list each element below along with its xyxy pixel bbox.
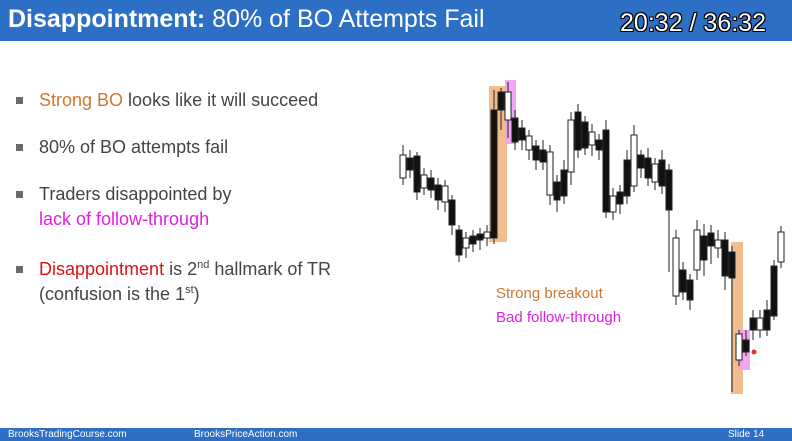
slide-title-rest: 80% of BO Attempts Fail bbox=[205, 5, 485, 33]
candle-body bbox=[644, 157, 652, 179]
bullet-1-highlight: Strong BO bbox=[39, 90, 124, 110]
bullet-3-highlight: lack of follow-through bbox=[39, 209, 210, 229]
candle-body bbox=[658, 159, 666, 187]
candle-body bbox=[672, 237, 680, 297]
bad-follow-through-label: Bad follow-through bbox=[496, 309, 622, 326]
candle-body bbox=[476, 233, 484, 241]
footer-center-site: BrooksPriceAction.com bbox=[194, 429, 298, 440]
candle-body bbox=[763, 309, 771, 331]
bullet-square-icon bbox=[16, 144, 23, 151]
candle-body bbox=[504, 91, 512, 121]
bullet-2-text: 80% of BO attempts fail bbox=[39, 137, 229, 157]
candle-body bbox=[770, 265, 778, 317]
candle-body bbox=[448, 199, 456, 226]
candle-body bbox=[714, 239, 722, 249]
title-bar: Disappointment: 80% of BO Attempts Fail … bbox=[0, 0, 792, 41]
candle-body bbox=[588, 131, 596, 146]
candle-body bbox=[413, 155, 421, 193]
candle-body bbox=[616, 191, 624, 205]
candle-body bbox=[574, 111, 582, 151]
candle-body bbox=[420, 174, 428, 189]
candle-body bbox=[693, 229, 701, 271]
bullet-square-icon bbox=[16, 191, 23, 198]
candle-body bbox=[455, 229, 463, 256]
candle-body bbox=[518, 127, 526, 141]
candle-body bbox=[483, 231, 491, 239]
candle-body bbox=[679, 269, 687, 293]
candle-body bbox=[553, 181, 561, 201]
candle-body bbox=[546, 151, 554, 196]
bullet-4-highlight: Disappointment bbox=[39, 259, 165, 279]
candle-body bbox=[735, 333, 743, 361]
candle-body bbox=[665, 169, 673, 211]
footer-bar: BrooksTradingCourse.com BrooksPriceActio… bbox=[0, 428, 792, 441]
candle-body bbox=[623, 159, 631, 197]
footer-left-site: BrooksTradingCourse.com bbox=[8, 429, 127, 440]
slide-title-bold: Disappointment: bbox=[8, 5, 206, 33]
candle-body bbox=[511, 117, 519, 143]
candle-body bbox=[490, 109, 498, 239]
candle-body bbox=[707, 232, 715, 247]
bullet-3-text: Traders disappointed by bbox=[39, 184, 232, 204]
candle-body bbox=[609, 195, 617, 213]
candle-body bbox=[441, 185, 449, 203]
candle-body bbox=[532, 145, 540, 161]
slide-number: Slide 14 bbox=[728, 429, 765, 440]
candle-body bbox=[560, 169, 568, 197]
strong-breakout-label: Strong breakout bbox=[496, 285, 603, 302]
candle-body bbox=[427, 177, 435, 191]
playback-timer: 20:32 / 36:32 bbox=[620, 9, 766, 37]
candle-body bbox=[462, 237, 470, 249]
candle-body bbox=[406, 157, 414, 171]
candle-body bbox=[602, 129, 610, 213]
candle-body bbox=[539, 149, 547, 163]
bullet-1-text: looks like it will succeed bbox=[123, 90, 319, 110]
candle-body bbox=[581, 121, 589, 149]
candle-body bbox=[700, 235, 708, 261]
candle-body bbox=[756, 317, 764, 331]
candle-body bbox=[637, 154, 645, 169]
candle-body bbox=[469, 235, 477, 245]
candle-body bbox=[686, 279, 694, 301]
candles bbox=[399, 82, 785, 392]
candle-body bbox=[742, 339, 750, 353]
candle-body bbox=[630, 134, 638, 187]
signal-dot bbox=[751, 349, 757, 355]
candle-body bbox=[434, 184, 442, 201]
bullet-square-icon bbox=[16, 266, 23, 273]
candle-body bbox=[721, 239, 729, 277]
bullet-square-icon bbox=[16, 97, 23, 104]
candle-body bbox=[497, 91, 505, 111]
candle-body bbox=[749, 317, 757, 331]
candle-body bbox=[777, 231, 785, 263]
candle-body bbox=[728, 251, 736, 279]
candle-body bbox=[399, 154, 407, 179]
slide-title: Disappointment: 80% of BO Attempts Fail bbox=[8, 4, 485, 34]
candle-body bbox=[651, 163, 659, 183]
candle-body bbox=[595, 139, 603, 151]
candle-body bbox=[567, 119, 575, 173]
candle-body bbox=[525, 135, 533, 151]
